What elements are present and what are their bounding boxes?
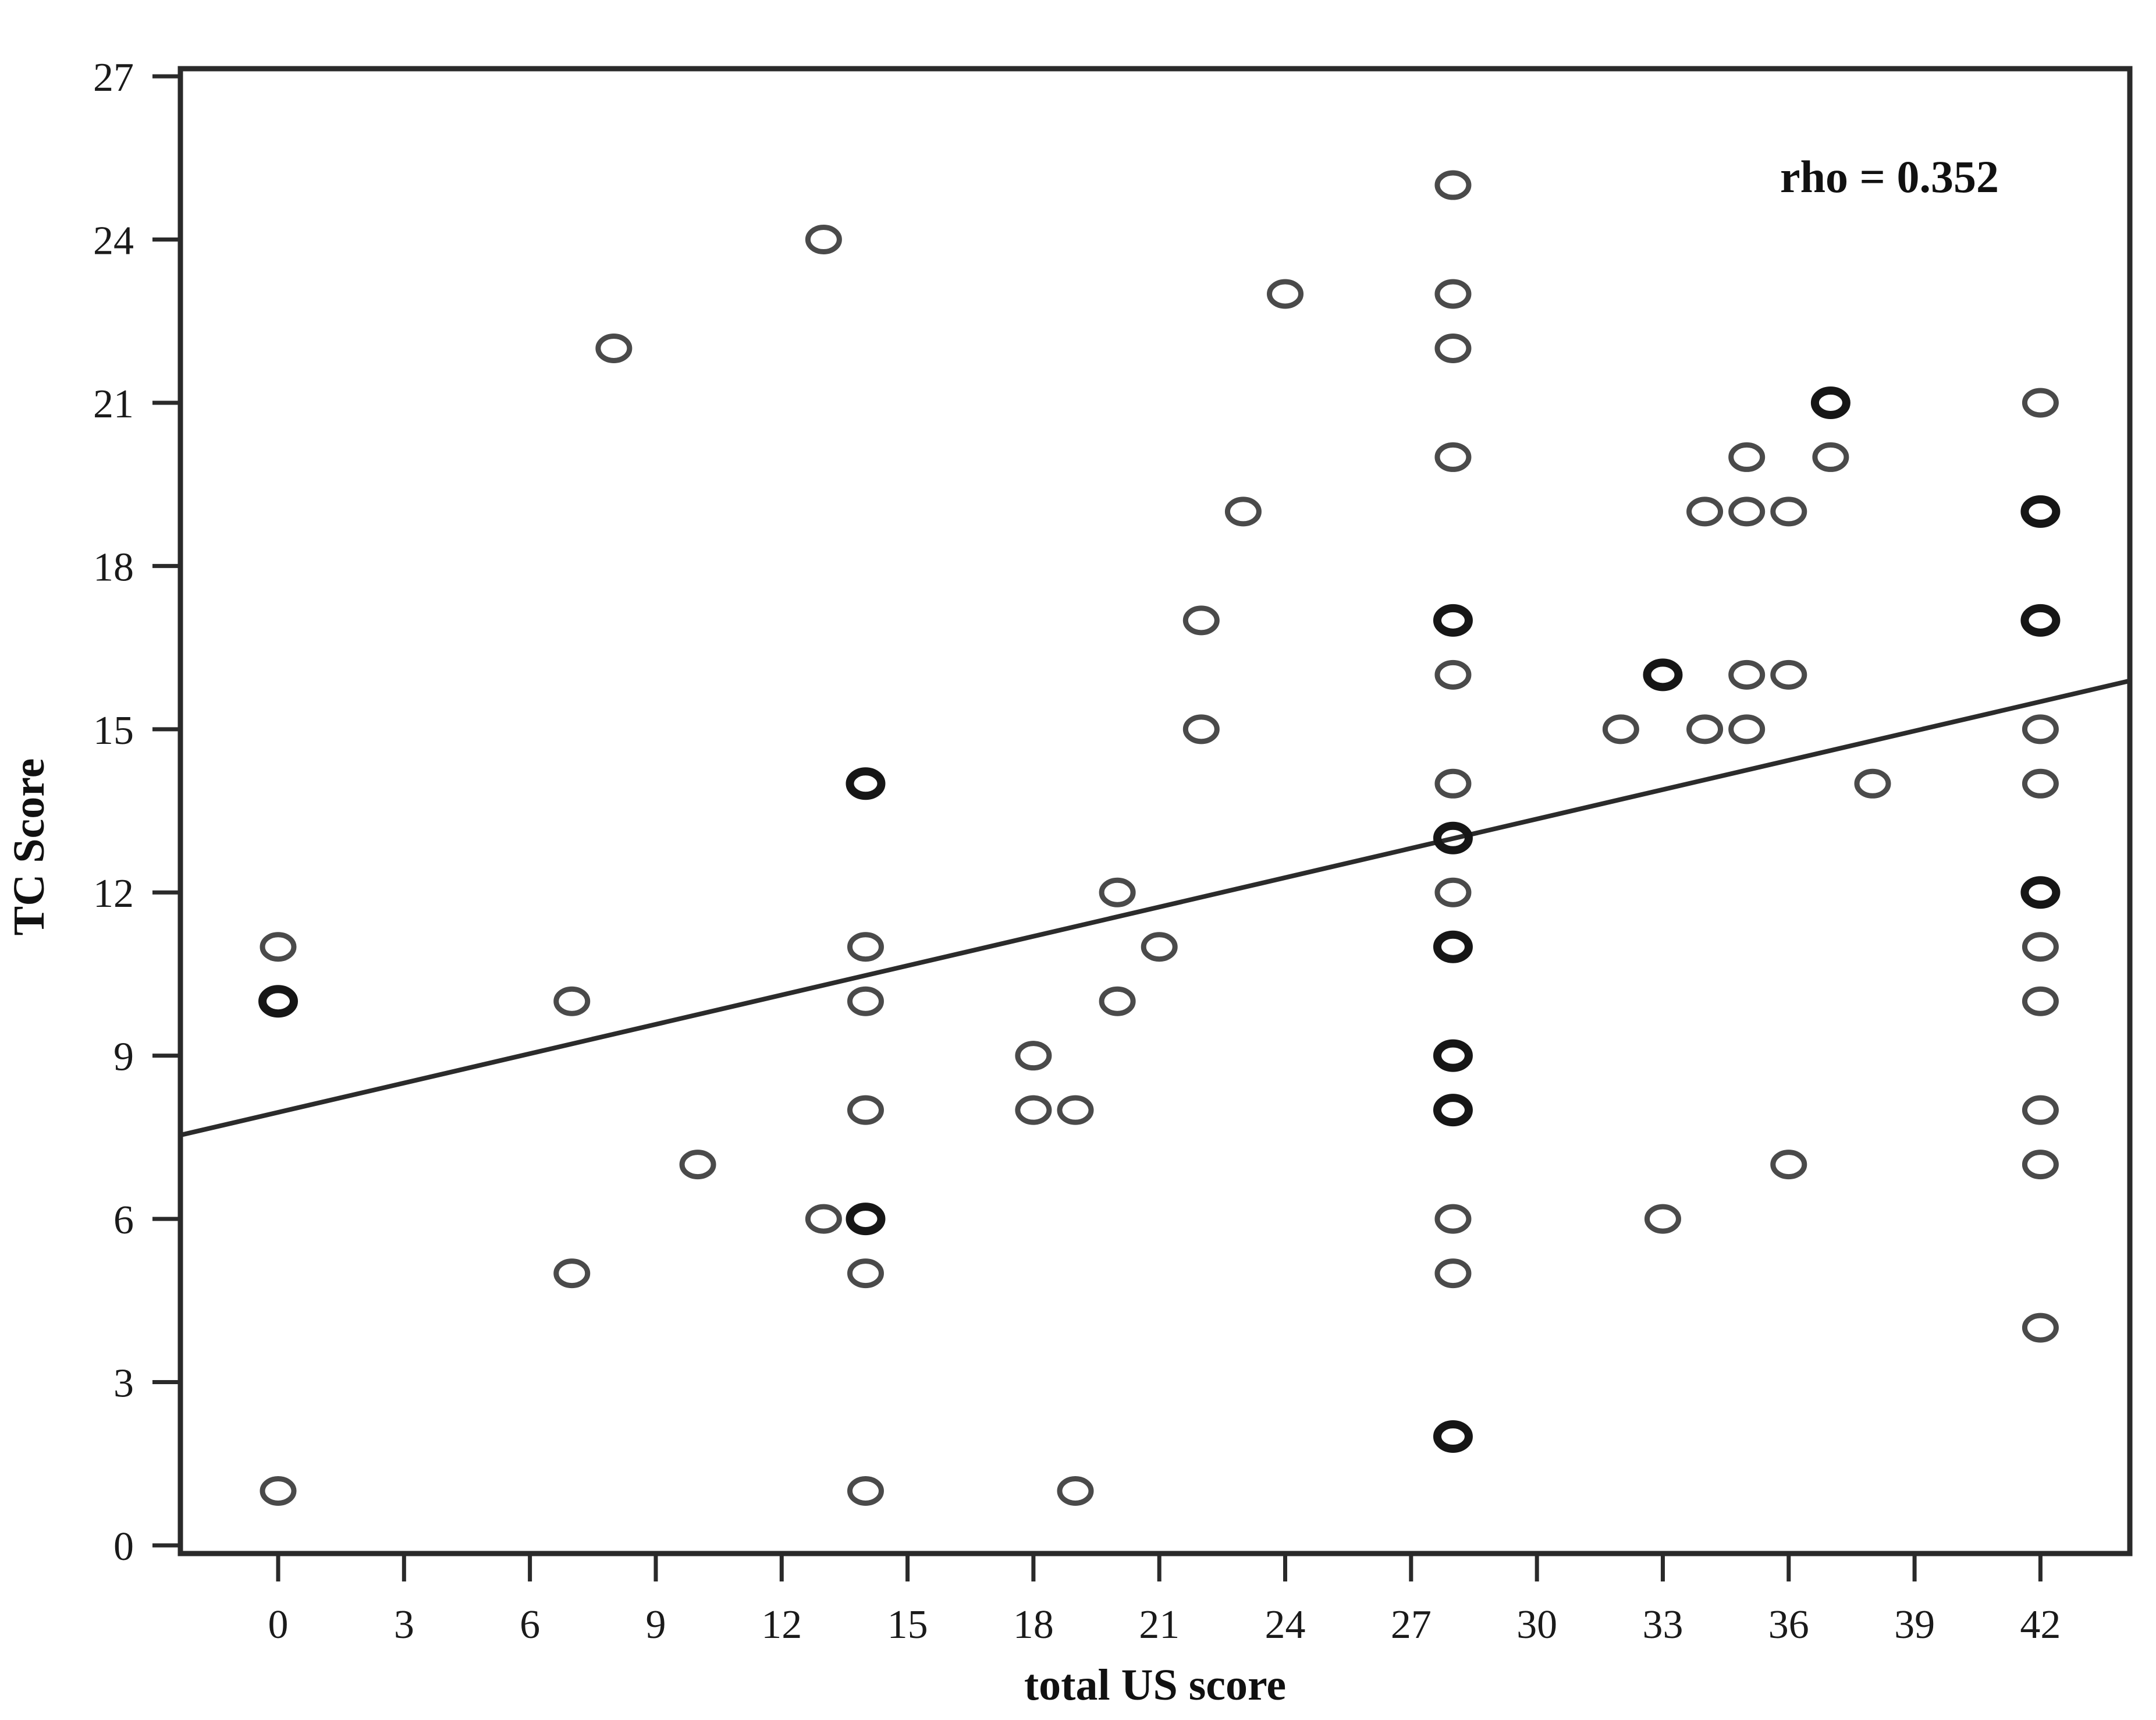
x-tick-label: 12: [761, 1602, 802, 1647]
data-point: [1099, 877, 1136, 907]
data-point: [1770, 659, 1807, 690]
data-point: [553, 1258, 591, 1289]
data-point: [2022, 714, 2059, 744]
x-tick-label: 42: [2020, 1602, 2061, 1647]
x-tick-label: 30: [1516, 1602, 1557, 1647]
data-point: [1141, 932, 1178, 962]
x-axis-title: total US score: [1024, 1661, 1286, 1710]
data-point: [1770, 1150, 1807, 1180]
data-point: [1728, 659, 1766, 690]
data-point: [1728, 442, 1766, 472]
plot-frame: [177, 66, 2133, 1556]
data-point: [805, 1204, 842, 1234]
data-point: [2022, 932, 2059, 962]
y-tick-label: 18: [93, 545, 134, 590]
y-tick-label: 27: [93, 55, 134, 100]
data-point: [805, 225, 842, 255]
x-tick-label: 18: [1013, 1602, 1054, 1647]
x-tick-label: 3: [394, 1602, 414, 1647]
data-point: [2020, 876, 2061, 909]
regression-line: [180, 678, 2130, 1138]
data-point: [1434, 1204, 1472, 1234]
x-tick-label: 39: [1894, 1602, 1935, 1647]
data-point: [1015, 1041, 1052, 1071]
data-point: [847, 986, 884, 1016]
data-point: [1812, 442, 1849, 472]
x-tick-label: 15: [887, 1602, 928, 1647]
x-tick-label: 9: [645, 1602, 666, 1647]
data-point: [1267, 279, 1304, 309]
data-point: [1015, 1095, 1052, 1125]
data-point: [679, 1150, 716, 1180]
y-tick-label: 15: [93, 708, 134, 753]
y-tick-label: 0: [113, 1524, 134, 1569]
data-point: [1182, 714, 1220, 744]
data-point: [260, 1476, 297, 1506]
y-axis-title: TC Score: [5, 758, 54, 936]
data-point: [1434, 279, 1472, 309]
data-point: [2020, 495, 2061, 528]
y-tick-label: 21: [93, 382, 134, 427]
data-point: [2022, 1095, 2059, 1125]
data-point: [1433, 1039, 1473, 1072]
y-tick-label: 3: [113, 1361, 134, 1406]
data-point: [1434, 170, 1472, 200]
data-point: [1854, 768, 1891, 799]
x-tick-label: 36: [1768, 1602, 1809, 1647]
y-tick-label: 6: [113, 1198, 134, 1243]
x-tick-label: 6: [520, 1602, 540, 1647]
data-point: [1433, 821, 1473, 854]
data-point: [553, 986, 591, 1016]
data-point: [2020, 604, 2061, 637]
x-tick-label: 21: [1139, 1602, 1180, 1647]
data-point: [847, 1476, 884, 1506]
data-point: [846, 767, 886, 800]
data-point: [2022, 1150, 2059, 1180]
data-point: [2022, 1313, 2059, 1343]
data-point: [1602, 714, 1639, 744]
data-point: [1057, 1476, 1094, 1506]
data-point: [1644, 1204, 1681, 1234]
data-point: [260, 932, 297, 962]
data-point: [1434, 442, 1472, 472]
data-point: [1434, 1258, 1472, 1289]
data-point: [1433, 1094, 1473, 1127]
x-tick-label: 33: [1642, 1602, 1683, 1647]
data-point: [258, 985, 299, 1018]
data-point: [1434, 659, 1472, 690]
data-point: [846, 1203, 886, 1236]
data-point: [1728, 497, 1766, 527]
data-point: [847, 932, 884, 962]
data-point: [1057, 1095, 1094, 1125]
data-point: [595, 333, 633, 363]
data-point: [1434, 333, 1472, 363]
x-tick-label: 24: [1265, 1602, 1306, 1647]
data-point: [1182, 605, 1220, 636]
y-tick-label: 12: [93, 871, 134, 916]
data-point: [1434, 877, 1472, 907]
data-point: [1433, 604, 1473, 637]
data-point: [1433, 930, 1473, 963]
data-point: [1810, 386, 1850, 419]
x-tick-label: 27: [1391, 1602, 1432, 1647]
data-point: [1434, 768, 1472, 799]
data-point: [847, 1095, 884, 1125]
x-tick-label: 0: [268, 1602, 289, 1647]
data-point: [2022, 986, 2059, 1016]
rho-annotation: rho = 0.352: [1780, 151, 1999, 202]
data-point: [1686, 714, 1724, 744]
data-point: [1224, 497, 1262, 527]
data-point: [1770, 497, 1807, 527]
data-point: [847, 1258, 884, 1289]
data-point: [2022, 768, 2059, 799]
data-point: [1686, 497, 1724, 527]
y-tick-label: 9: [113, 1035, 134, 1080]
data-point: [1099, 986, 1136, 1016]
data-point: [1433, 1420, 1473, 1453]
data-point: [2022, 388, 2059, 418]
data-point: [1728, 714, 1766, 744]
y-tick-label: 24: [93, 219, 134, 264]
data-point: [1643, 658, 1683, 691]
